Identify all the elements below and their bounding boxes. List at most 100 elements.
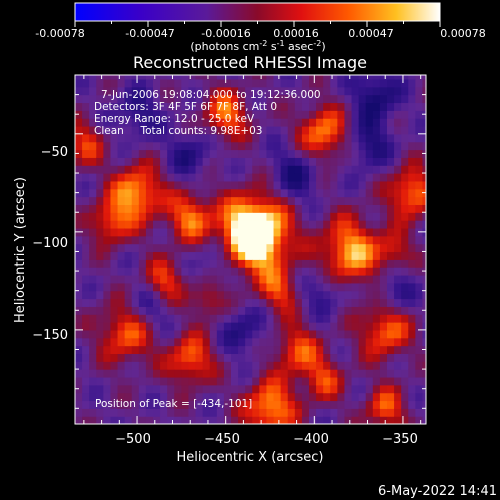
heatmap-cell [394,361,402,370]
heatmap-cell [209,306,218,315]
heatmap-cell [330,157,338,166]
heatmap-cell [231,353,239,362]
heatmap-cell [138,298,147,307]
heatmap-cell [330,298,338,307]
info-line-detectors: Detectors: 3F 4F 5F 6F 7F 8F, Att 0 [94,101,277,113]
heatmap-cell [82,298,90,307]
heatmap-cell [387,376,395,386]
heatmap-cell [273,416,282,424]
heatmap-cell [153,353,161,362]
heatmap-cell [273,212,282,221]
heatmap-cell [273,227,282,237]
heatmap-cell [167,180,175,190]
heatmap-cell [245,392,253,402]
heatmap-cell [280,188,289,198]
heatmap-cell [273,157,282,166]
heatmap-cell [89,251,97,260]
heatmap-cell [89,298,97,307]
heatmap-cell [294,75,303,80]
heatmap-cell [309,165,317,174]
heatmap-cell [245,94,253,104]
heatmap-cell [117,400,126,409]
heatmap-cell [408,78,416,88]
heatmap-cell [351,259,360,268]
heatmap-cell [103,212,112,221]
heatmap-cell [181,180,190,190]
heatmap-cell [266,180,275,190]
heatmap-cell [82,157,90,166]
heatmap-cell [301,102,310,111]
heatmap-cell [415,220,424,229]
heatmap-cell [259,204,268,213]
heatmap-cell [358,290,367,300]
heatmap-cell [89,259,97,268]
heatmap-cell [323,157,331,166]
heatmap-cell [181,94,190,104]
heatmap-cell [174,322,182,331]
heatmap-cell [238,353,246,362]
heatmap-cell [323,384,331,394]
heatmap-cell [188,204,197,213]
heatmap-cell [330,188,338,198]
heatmap-cell [266,322,275,331]
heatmap-cell [351,141,360,151]
heatmap-cell [145,141,154,151]
heatmap-cell [415,282,424,292]
heatmap-cell [358,86,367,96]
heatmap-cell [231,204,239,213]
heatmap-cell [245,86,253,96]
heatmap-cell [280,376,289,386]
heatmap-cell [309,353,317,362]
heatmap-cell [287,125,296,135]
heatmap-cell [216,78,225,88]
heatmap-cell [181,125,190,135]
heatmap-cell [323,274,331,284]
heatmap-cell [259,274,268,284]
colorbar-tick-labels: -0.00078 -0.00047 -0.00016 0.00016 0.000… [35,27,485,40]
heatmap-cell [273,306,282,315]
heatmap-cell [117,329,126,339]
heatmap-cell [365,235,374,245]
heatmap-cell [415,75,424,80]
heatmap-cell [209,298,218,307]
heatmap-cell [337,133,346,143]
heatmap-cell [280,243,289,253]
heatmap-cell [181,392,190,402]
heatmap-cell [252,392,260,402]
heatmap-cell [252,251,260,260]
heatmap-cell [387,290,395,300]
heatmap-cell [167,267,175,276]
heatmap-cell [337,251,346,260]
heatmap-cell [309,173,317,182]
heatmap-cell [365,353,374,362]
heatmap-cell [245,384,253,394]
heatmap-cell [75,298,83,307]
heatmap-cell [124,282,133,292]
heatmap-cell [216,306,225,315]
heatmap-cell [287,337,296,347]
heatmap-cell [103,353,112,362]
heatmap-cell [153,392,161,402]
heatmap-cell [223,322,232,331]
heatmap-cell [252,118,260,127]
heatmap-cell [138,251,147,260]
heatmap-cell [131,282,140,292]
heatmap-cell [365,180,374,190]
heatmap-cell [75,78,83,88]
heatmap-cell [209,384,218,394]
heatmap-cell [245,165,253,174]
heatmap-cell [167,86,175,96]
heatmap-cell [351,329,360,339]
heatmap-cell [323,173,331,182]
heatmap-cell [422,78,426,88]
heatmap-cell [195,329,204,339]
heatmap-cell [252,400,260,409]
heatmap-cell [195,227,204,237]
heatmap-cell [195,94,204,104]
heatmap-cell [365,125,374,135]
heatmap-cell [245,141,253,151]
heatmap-cell [287,220,296,229]
heatmap-cell [344,353,353,362]
heatmap-cell [273,118,282,127]
heatmap-cell [323,329,331,339]
